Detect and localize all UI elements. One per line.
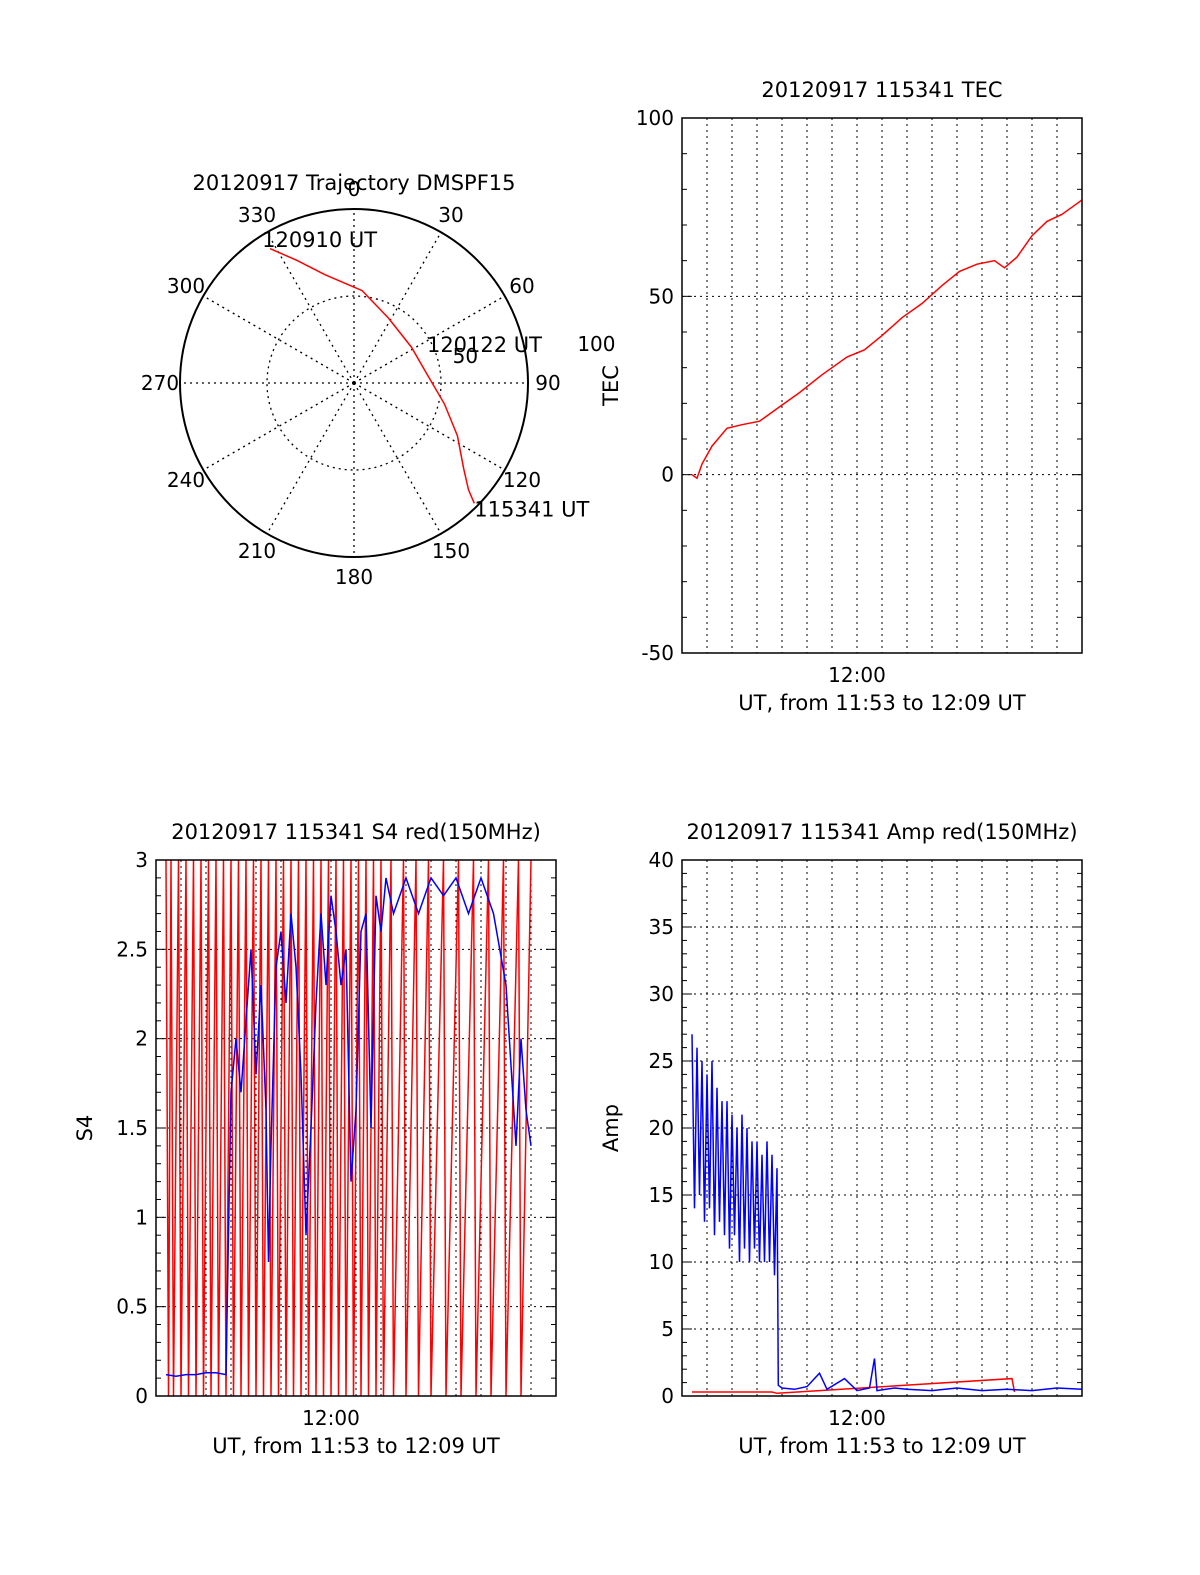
y-tick-label: 40 xyxy=(649,848,674,872)
tec-series-red xyxy=(691,199,1082,480)
x-tick-label: 12:00 xyxy=(828,1406,886,1430)
azimuth-label: 60 xyxy=(509,274,534,298)
y-tick-label: 100 xyxy=(636,106,674,130)
azimuth-label: 150 xyxy=(432,539,470,563)
s4-series-blue xyxy=(165,875,532,1378)
amp-axes-frame xyxy=(681,859,1083,1397)
y-tick-label: 0 xyxy=(661,1384,674,1408)
x-tick-label: 12:00 xyxy=(828,663,886,687)
amp-xlabel: UT, from 11:53 to 12:09 UT xyxy=(738,1434,1026,1458)
amp-title: 20120917 115341 Amp red(150MHz) xyxy=(686,820,1077,844)
s4-xlabel: UT, from 11:53 to 12:09 UT xyxy=(212,1434,500,1458)
y-tick-label: 0 xyxy=(661,463,674,487)
azimuth-label: 240 xyxy=(167,468,205,492)
azimuth-label: 180 xyxy=(335,565,373,589)
polar-spoke xyxy=(353,382,442,535)
azimuth-label: 270 xyxy=(141,371,179,395)
s4-title: 20120917 115341 S4 red(150MHz) xyxy=(171,820,541,844)
tec-axes-frame xyxy=(681,117,1083,654)
tec-xlabel: UT, from 11:53 to 12:09 UT xyxy=(738,691,1026,715)
y-tick-label: 2.5 xyxy=(116,937,148,961)
y-tick-label: 30 xyxy=(649,982,674,1006)
y-tick-label: 0.5 xyxy=(116,1295,148,1319)
x-tick-label: 12:00 xyxy=(302,1406,360,1430)
polar-spoke xyxy=(266,382,355,535)
s4-ylabel: S4 xyxy=(73,1115,97,1142)
azimuth-label: 30 xyxy=(438,203,463,227)
trajectory-track xyxy=(269,247,475,504)
time-annotation: 120122 UT xyxy=(427,333,542,357)
y-tick-label: 10 xyxy=(649,1250,674,1274)
azimuth-label: 90 xyxy=(535,371,560,395)
time-annotation: 120910 UT xyxy=(262,228,377,252)
polar-spoke xyxy=(353,231,442,384)
y-tick-label: -50 xyxy=(641,641,674,665)
polar-spoke xyxy=(353,295,506,384)
tec-chart-panel: 20120917 115341 TEC -50 0 50 100 12:00 UT, fro… xyxy=(599,78,1083,715)
y-tick-label: 25 xyxy=(649,1049,674,1073)
polar-spoke xyxy=(202,382,355,471)
amp-series-blue xyxy=(691,1034,1082,1392)
azimuth-label: 120 xyxy=(503,468,541,492)
amp-series-red xyxy=(692,1377,1016,1395)
polar-spoke xyxy=(266,231,355,384)
amp-ylabel: Amp xyxy=(599,1104,623,1152)
y-tick-label: 1 xyxy=(135,1205,148,1229)
polar-spoke xyxy=(202,295,355,384)
amp-chart-panel: 20120917 115341 Amp red(150MHz) 0 5 10 15 20 2… xyxy=(599,820,1083,1458)
azimuth-label: 0 xyxy=(348,177,361,201)
ring-label: 100 xyxy=(577,332,615,356)
y-tick-label: 1.5 xyxy=(116,1116,148,1140)
polar-grid-ring xyxy=(266,295,442,471)
azimuth-label: 330 xyxy=(238,203,276,227)
y-tick-label: 15 xyxy=(649,1183,674,1207)
tec-ylabel: TEC xyxy=(599,365,623,407)
y-tick-label: 35 xyxy=(649,915,674,939)
y-tick-label: 2 xyxy=(135,1027,148,1051)
polar-outer-circle xyxy=(179,208,529,558)
y-tick-label: 3 xyxy=(135,848,148,872)
s4-axes-frame xyxy=(155,859,557,1397)
s4-series-red xyxy=(165,860,532,1396)
azimuth-label: 300 xyxy=(167,274,205,298)
y-tick-label: 5 xyxy=(661,1317,674,1341)
ring-label: 50 xyxy=(453,344,478,368)
azimuth-label: 210 xyxy=(238,539,276,563)
y-tick-label: 0 xyxy=(135,1384,148,1408)
s4-chart-panel: 20120917 115341 S4 red(150MHz) 0 0.5 1 1.5 2 2… xyxy=(73,820,557,1458)
time-annotation: 115341 UT xyxy=(474,498,589,522)
y-tick-label: 20 xyxy=(649,1116,674,1140)
polar-spoke xyxy=(353,382,506,471)
trajectory-title: 20120917 Trajectory DMSPF15 xyxy=(192,171,515,195)
y-tick-label: 50 xyxy=(649,284,674,308)
tec-title: 20120917 115341 TEC xyxy=(761,78,1002,102)
